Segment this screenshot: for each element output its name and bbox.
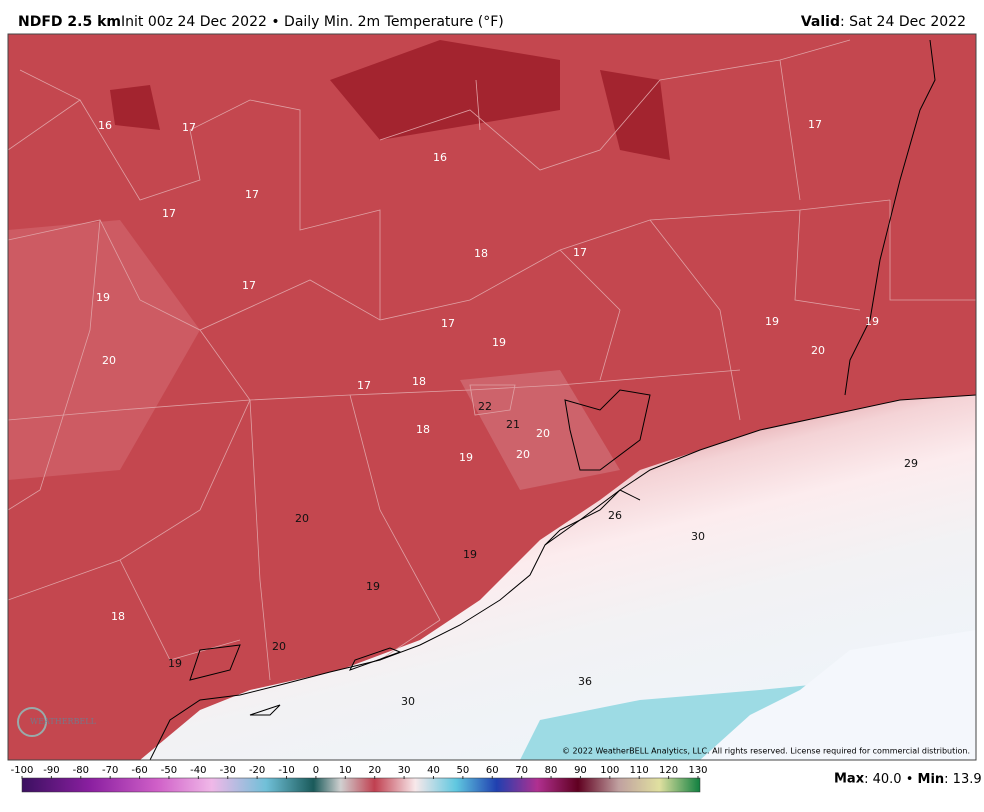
temp-label: 16	[433, 151, 447, 164]
temp-label: 20	[516, 448, 530, 461]
shade	[110, 85, 160, 130]
temp-label: 19	[865, 315, 879, 328]
colorbar-tick-label: 60	[486, 765, 499, 776]
shade	[460, 370, 620, 490]
min-value: : 13.9	[944, 772, 981, 787]
warm-water	[700, 630, 976, 760]
sea	[140, 395, 976, 760]
colorbar-tick-label: 70	[515, 765, 528, 776]
colorbar-tick-label: 10	[339, 765, 352, 776]
temp-label: 18	[474, 247, 488, 260]
description: Init 00z 24 Dec 2022 • Daily Min. 2m Tem…	[121, 14, 504, 30]
copyright: © 2022 WeatherBELL Analytics, LLC. All r…	[562, 747, 970, 756]
temp-label: 19	[459, 451, 473, 464]
colorbar-tick-label: 90	[574, 765, 587, 776]
colorbar-tick-label: -100	[11, 765, 34, 776]
temp-label: 20	[295, 512, 309, 525]
temp-label: 18	[412, 375, 426, 388]
temp-label: 30	[691, 530, 705, 543]
colorbar-tick-label: 80	[545, 765, 558, 776]
temp-label: 22	[478, 400, 492, 413]
colorbar-tick-label: 40	[427, 765, 440, 776]
temp-label: 17	[808, 118, 822, 131]
colorbar-tick-label: -70	[102, 765, 118, 776]
model-name: NDFD 2.5 km	[18, 14, 121, 30]
temp-label: 17	[573, 246, 587, 259]
temp-label: 20	[102, 354, 116, 367]
shade	[330, 40, 560, 140]
shade	[8, 220, 200, 480]
temp-label: 30	[401, 695, 415, 708]
colorbar-tick-label: 0	[313, 765, 319, 776]
temp-label: 26	[608, 509, 622, 522]
colorbar-tick-label: -20	[249, 765, 265, 776]
separator: •	[902, 772, 918, 787]
temp-label: 17	[242, 279, 256, 292]
valid-date: : Sat 24 Dec 2022	[840, 14, 966, 30]
colorbar-tick-label: -90	[43, 765, 59, 776]
temp-label: 19	[492, 336, 506, 349]
colorbar-tick-label: -60	[131, 765, 147, 776]
colorbar	[21, 777, 701, 793]
temp-label: 16	[98, 119, 112, 132]
county-lines	[8, 39, 976, 681]
temp-label: 17	[245, 188, 259, 201]
temp-label: 20	[272, 640, 286, 653]
colorbar-tick-label: 120	[659, 765, 678, 776]
max-min: : 40.0 • Min: 13.9	[864, 772, 982, 787]
min-label: Min	[918, 772, 945, 787]
temp-label: 36	[578, 675, 592, 688]
temp-label: 19	[96, 291, 110, 304]
colorbar-tick-label: -80	[73, 765, 89, 776]
logo-text: WEATHERBELL	[30, 717, 97, 726]
max-label: Max	[834, 772, 865, 787]
colorbar-tick-label: 100	[600, 765, 619, 776]
temp-label: 29	[904, 457, 918, 470]
max-value: : 40.0	[864, 772, 901, 787]
temp-label: 19	[366, 580, 380, 593]
colorbar-tick-label: 110	[630, 765, 649, 776]
temp-label: 21	[506, 418, 520, 431]
logo: WEATHERBELL	[17, 707, 97, 737]
colorbar-tick-label: -50	[161, 765, 177, 776]
colorbar-tick-label: 30	[398, 765, 411, 776]
valid-label: Valid	[801, 14, 840, 30]
temp-label: 19	[765, 315, 779, 328]
colorbar-tick-label: -30	[220, 765, 236, 776]
temp-label: 17	[357, 379, 371, 392]
colorbar-tick-label: -10	[278, 765, 294, 776]
temp-label: 20	[811, 344, 825, 357]
temp-label: 19	[463, 548, 477, 561]
temp-label: 18	[416, 423, 430, 436]
temp-label: 18	[111, 610, 125, 623]
temp-label: 20	[536, 427, 550, 440]
colorbar-tick-label: -40	[190, 765, 206, 776]
temp-label: 19	[168, 657, 182, 670]
colorbar-tick-label: 130	[688, 765, 707, 776]
colorbar-tick-label: 20	[368, 765, 381, 776]
map-frame	[7, 33, 977, 761]
temp-label: 17	[182, 121, 196, 134]
temp-label: 17	[162, 207, 176, 220]
temp-label: 17	[441, 317, 455, 330]
map: WEATHERBELL 16 17 16 17 17 17 18 17 19 17 17 19 19 19…	[8, 34, 976, 760]
coastline	[149, 39, 976, 760]
colorbar-tick-label: 50	[457, 765, 470, 776]
shade	[600, 70, 670, 160]
